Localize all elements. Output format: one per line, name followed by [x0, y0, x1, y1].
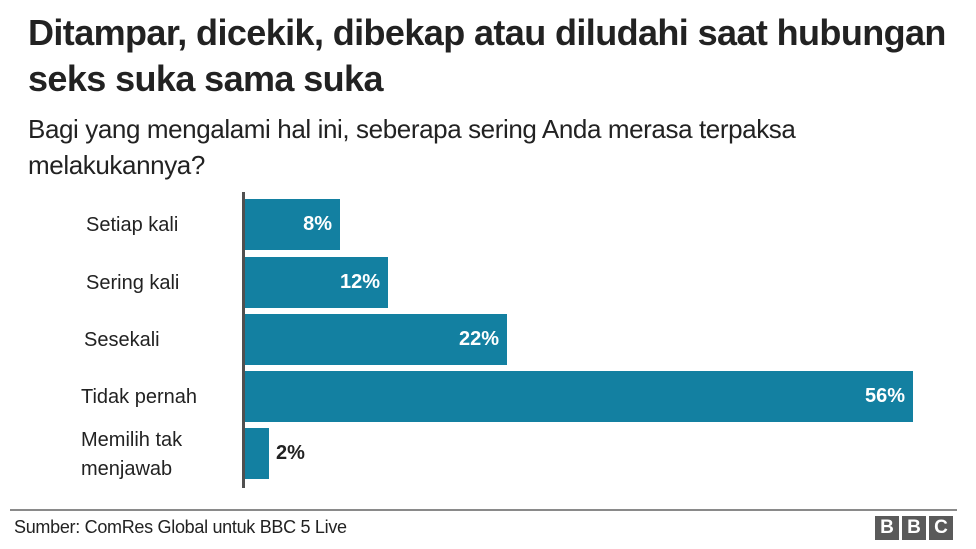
bbc-logo: B B C — [875, 516, 953, 540]
chart-subtitle: Bagi yang mengalami hal ini, seberapa se… — [28, 114, 796, 180]
category-label: Memilih tak menjawab — [81, 426, 221, 484]
category-label: Setiap kali — [86, 199, 178, 250]
bbc-logo-letter: B — [902, 516, 926, 540]
category-label-text: Sering kali — [86, 271, 180, 294]
value-label: 56% — [864, 385, 905, 407]
category-label-text: Sesekali — [84, 328, 160, 351]
category-label-text: Setiap kali — [86, 213, 179, 236]
bar-row: Sesekali 22% — [0, 314, 976, 365]
bar-row: Setiap kali 8% — [0, 199, 976, 250]
bbc-logo-letter: C — [929, 516, 953, 540]
y-axis-line — [242, 192, 245, 488]
value-label: 22% — [458, 328, 499, 350]
footer-divider — [10, 509, 957, 511]
value-label: 12% — [339, 271, 380, 293]
bar-row: Memilih tak menjawab 2% — [0, 428, 976, 480]
category-label-text: Tidak pernah — [81, 385, 197, 408]
bar-row: Tidak pernah 56% — [0, 371, 976, 422]
category-label: Sering kali — [86, 257, 179, 308]
value-label: 2% — [276, 442, 305, 464]
category-label: Tidak pernah — [81, 371, 197, 422]
bar: 8% — [245, 199, 340, 250]
value-label: 8% — [303, 213, 332, 235]
bar: 12% — [245, 257, 388, 308]
bar: 56% — [245, 371, 913, 422]
chart-title: Ditampar, dicekik, dibekap atau diludahi… — [28, 12, 946, 99]
category-label-text: Memilih tak menjawab — [81, 429, 183, 480]
category-label: Sesekali — [84, 314, 160, 365]
source-note: Sumber: ComRes Global untuk BBC 5 Live — [14, 517, 347, 537]
bar-row: Sering kali 12% — [0, 257, 976, 308]
bbc-logo-letter: B — [875, 516, 899, 540]
bar: 22% — [245, 314, 507, 365]
bar — [245, 428, 269, 479]
